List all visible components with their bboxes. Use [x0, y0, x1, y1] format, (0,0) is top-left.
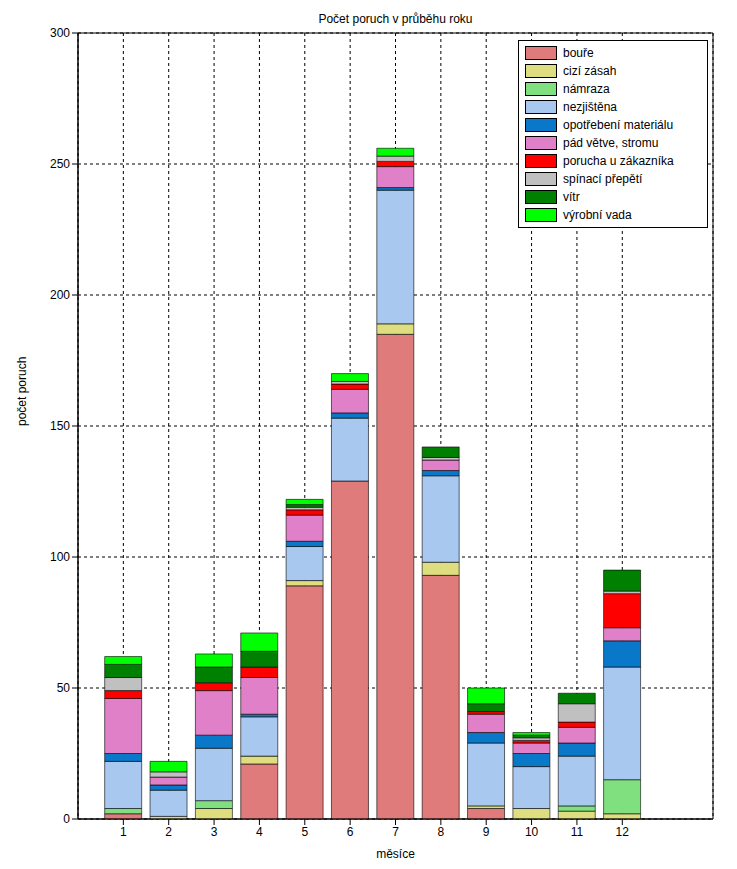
html-text:porucha u zákazníka: porucha u zákazníka	[563, 154, 674, 168]
svg-text:100: 100	[50, 550, 70, 564]
svg-text:12: 12	[616, 825, 630, 839]
html-text:spínací přepětí: spínací přepětí	[563, 172, 643, 186]
svg-text:11: 11	[571, 825, 584, 839]
svg-text:250: 250	[50, 157, 70, 171]
svg-text:6: 6	[347, 825, 354, 839]
svg-text:7: 7	[392, 825, 399, 839]
svg-text:50: 50	[57, 681, 71, 695]
html-text:vítr: vítr	[563, 190, 580, 204]
svg-text:2: 2	[165, 825, 172, 839]
html-text:Počet poruch v průběhu roku: Počet poruch v průběhu roku	[318, 12, 473, 26]
svg-text:počet poruch: počet poruch	[15, 357, 29, 426]
html-text:výrobní vada: výrobní vada	[563, 208, 632, 222]
svg-text:měsíce: měsíce	[376, 847, 415, 858]
svg-text:0: 0	[63, 812, 70, 826]
html-text:bouře: bouře	[563, 46, 594, 60]
svg-text:9: 9	[483, 825, 490, 839]
html-text:pád větve, stromu: pád větve, stromu	[563, 136, 659, 150]
svg-text:1: 1	[120, 825, 127, 839]
svg-text:150: 150	[50, 419, 70, 433]
svg-text:5: 5	[301, 825, 308, 839]
svg-text:200: 200	[50, 288, 70, 302]
svg-text:4: 4	[256, 825, 263, 839]
html-text:nezjištěna: nezjištěna	[563, 100, 617, 114]
html-text:opotřebení materiálu: opotřebení materiálu	[563, 118, 674, 132]
html-text:cizí zásah: cizí zásah	[563, 64, 617, 78]
svg-text:10: 10	[525, 825, 539, 839]
svg-text:3: 3	[211, 825, 218, 839]
svg-text:8: 8	[438, 825, 445, 839]
svg-text:300: 300	[50, 26, 70, 40]
html-text:námraza: námraza	[563, 82, 610, 96]
